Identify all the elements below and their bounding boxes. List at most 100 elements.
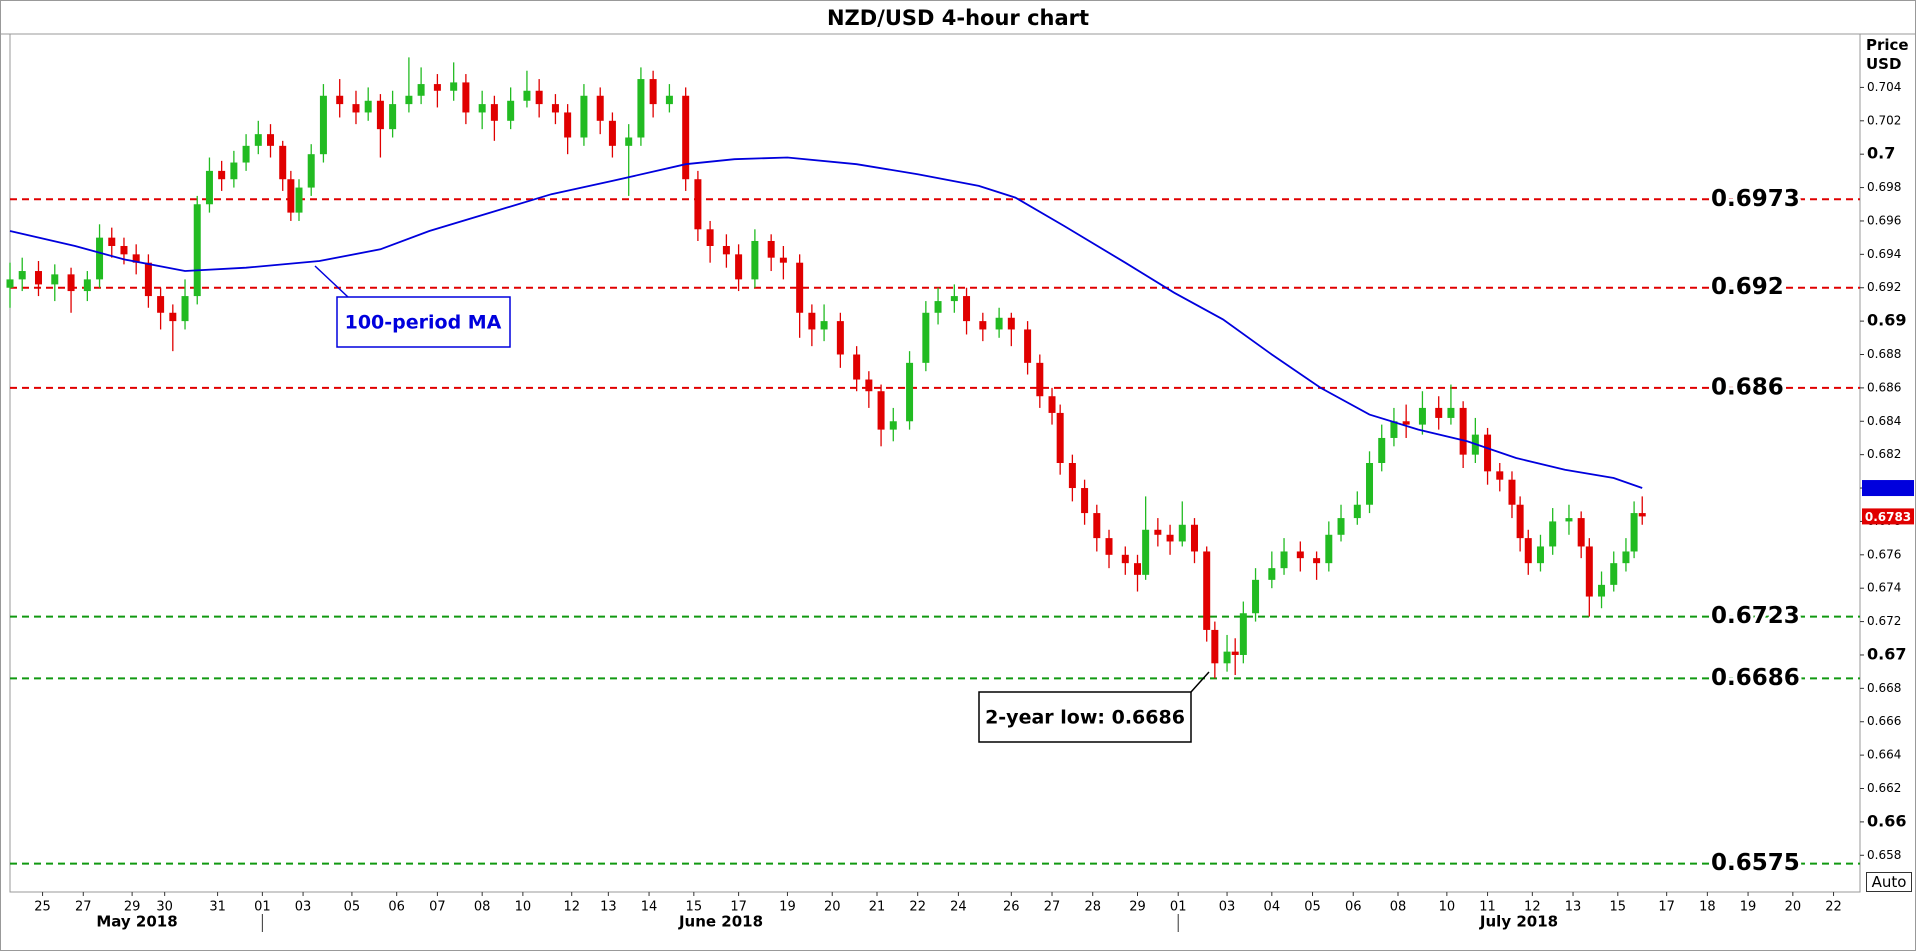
candle-body [1154, 529, 1162, 535]
candle-body [193, 204, 201, 297]
candle-body [735, 254, 743, 280]
candle-body [950, 296, 958, 302]
candle-body [1435, 407, 1443, 418]
level-label: 0.692 [1711, 274, 1784, 300]
candle-body [376, 100, 384, 130]
candle-body [1577, 518, 1585, 547]
candle-body [1598, 584, 1606, 597]
candle-body [1536, 546, 1544, 564]
candle-body [1239, 613, 1247, 655]
candle-body [96, 237, 104, 280]
candle-body [205, 170, 213, 205]
candle-body [18, 271, 26, 280]
y-tick-label: 0.658 [1867, 848, 1901, 862]
candle-body [877, 391, 885, 430]
candle-body [796, 262, 804, 313]
x-tick-label: 12 [1524, 900, 1541, 915]
x-tick-label: 13 [600, 900, 617, 915]
ma-marker [1862, 480, 1914, 497]
y-tick-label: 0.664 [1867, 748, 1901, 762]
y-tick-label: 0.67 [1867, 644, 1906, 663]
y-tick-label: 0.69 [1867, 311, 1906, 330]
x-tick-label: 03 [295, 900, 312, 915]
candle-body [34, 271, 42, 285]
candle-body [1622, 551, 1630, 564]
x-tick-label: 03 [1219, 900, 1236, 915]
month-label: May 2018 [96, 913, 177, 931]
candle-body [649, 79, 657, 105]
y-tick-label: 0.702 [1867, 113, 1901, 127]
level-label: 0.6973 [1711, 186, 1800, 212]
candle-body [51, 274, 59, 285]
candle-body [1252, 579, 1260, 614]
candle-body [779, 257, 787, 263]
moving-average [9, 156, 1643, 489]
y-tick-label: 0.688 [1867, 347, 1901, 361]
candle-body [1024, 329, 1032, 363]
candle-body [417, 84, 425, 96]
candle-body [694, 179, 702, 230]
x-tick-label: 19 [1740, 900, 1757, 915]
candle-body [1007, 317, 1015, 330]
candle-body [889, 421, 897, 430]
candle-body [808, 312, 816, 330]
candle-body [405, 95, 413, 105]
candle-body [1402, 421, 1410, 425]
candle-body [1484, 434, 1492, 472]
candle-body [1459, 407, 1467, 455]
callout-leader [314, 265, 349, 298]
x-tick-label: 30 [156, 900, 173, 915]
candle-body [767, 240, 775, 258]
candle-body [1121, 554, 1129, 564]
chart-title: NZD/USD 4-hour chart [827, 6, 1089, 30]
candle-body [551, 104, 559, 113]
candle-body [307, 154, 315, 188]
candle-body [490, 104, 498, 121]
x-tick-label: 19 [779, 900, 796, 915]
candle-body [535, 90, 543, 105]
candle-body [1268, 568, 1276, 580]
candle-body [1549, 521, 1557, 547]
candle-body [433, 84, 441, 91]
candle-body [995, 317, 1003, 330]
candle-body [157, 296, 165, 313]
candle-body [564, 112, 572, 138]
candle-body [1280, 551, 1288, 569]
candle-body [267, 134, 275, 146]
x-tick-label: 12 [563, 900, 580, 915]
x-tick-label: 27 [1044, 900, 1061, 915]
candle-body [1337, 518, 1345, 535]
y-tick-label: 0.682 [1867, 447, 1901, 461]
callout-box [978, 691, 1192, 743]
candle-body [120, 245, 128, 255]
candle-body [242, 145, 250, 163]
x-tick-label: 22 [909, 900, 926, 915]
candle-body [67, 274, 75, 292]
x-tick-label: 01 [1170, 900, 1187, 915]
candle-body [1178, 524, 1186, 542]
candle-body [979, 321, 987, 330]
candle-body [934, 301, 942, 313]
candle-body [1418, 407, 1426, 425]
level-label: 0.6575 [1711, 850, 1800, 876]
plot-frame [9, 33, 1861, 893]
x-tick-label: 25 [34, 900, 51, 915]
x-tick-label: 20 [1785, 900, 1802, 915]
candle-body [922, 312, 930, 363]
x-tick-label: 10 [515, 900, 532, 915]
candle-body [279, 145, 287, 180]
candle-body [1203, 551, 1211, 630]
candle-body [1048, 396, 1056, 413]
x-tick-label: 04 [1264, 900, 1281, 915]
candle-body [230, 162, 238, 180]
x-tick-label: 29 [1129, 900, 1146, 915]
candle-body [637, 79, 645, 138]
auto-button[interactable]: Auto [1866, 872, 1912, 892]
x-tick-label: 01 [254, 900, 271, 915]
x-tick-label: 08 [474, 900, 491, 915]
candle-body [1081, 488, 1089, 514]
level-label: 0.686 [1711, 374, 1784, 400]
callout-leader [1190, 671, 1210, 693]
